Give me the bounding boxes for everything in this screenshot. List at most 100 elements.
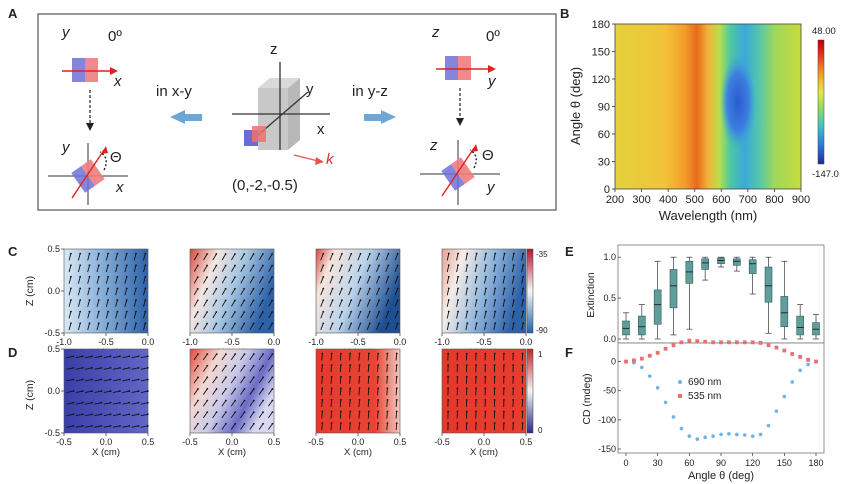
vector-arrow (75, 425, 83, 428)
x-tick-label: 30 (653, 458, 663, 468)
vector-arrow (212, 377, 217, 384)
vector-arrow-head (128, 355, 131, 358)
vector-arrow (105, 311, 109, 319)
vector-arrow-head (466, 322, 469, 325)
vector-arrow-head (330, 399, 333, 401)
vector-arrow (143, 299, 146, 307)
vector-arrow-head (109, 366, 112, 369)
vector-arrow-head (377, 410, 380, 413)
vector-arrow-head (243, 276, 246, 279)
vector-arrow-head (447, 375, 450, 378)
vector-arrow-head (395, 364, 398, 367)
vector-arrow (330, 353, 333, 361)
x-tick-label: 300 (632, 194, 650, 206)
vector-arrow (338, 323, 343, 331)
vector-arrow-head (125, 322, 128, 325)
vector-arrow-head (485, 322, 487, 325)
y-tick-label: 60 (598, 129, 610, 141)
vector-arrow-head (465, 410, 468, 413)
vector-arrow-head (72, 355, 75, 358)
vector-arrow (446, 288, 450, 296)
vector-arrow (94, 402, 102, 405)
vector-arrow-head (512, 399, 515, 401)
colorbar-d-min: 0 (538, 426, 543, 435)
point-690nm (742, 433, 747, 437)
vector-arrow (258, 423, 264, 430)
vector-arrow (511, 323, 515, 331)
vector-arrow-head (331, 264, 334, 267)
vector-arrow (377, 376, 379, 384)
vector-arrow (484, 253, 487, 261)
vector-arrow (339, 411, 342, 419)
vector-arrow (249, 400, 255, 407)
vector-arrow-head (367, 422, 370, 425)
vector-arrow-head (330, 387, 333, 390)
vector-arrow-head (144, 287, 147, 290)
vector-arrow-head (146, 413, 149, 416)
vector-arrow (502, 323, 505, 331)
vector-arrow-head (100, 366, 103, 369)
vector-arrow (75, 390, 83, 393)
vector-arrow (68, 288, 72, 296)
vector-arrow (521, 299, 524, 307)
vector-arrow (385, 253, 389, 261)
vector-arrow-head (493, 387, 496, 390)
vector-arrow-head (70, 252, 72, 255)
x-tick-label: 0.0 (142, 337, 155, 347)
vector-arrow-head (72, 413, 75, 416)
y-tick-label: -0.5 (44, 328, 60, 338)
point-690nm (806, 362, 810, 367)
point-535nm (695, 339, 700, 344)
vector-arrow-head (88, 275, 91, 278)
vector-arrow-head (262, 422, 265, 425)
vector-arrow (112, 367, 121, 370)
vector-arrow-head (456, 375, 459, 378)
vector-arrow-head (396, 252, 399, 255)
vector-arrow-head (135, 310, 137, 313)
vector-arrow (203, 265, 208, 272)
vector-arrow (321, 399, 323, 407)
vector-arrow-head (378, 322, 381, 325)
legend-marker-690 (678, 380, 682, 384)
vector-arrow (502, 265, 505, 273)
vector-arrow (385, 299, 389, 307)
vector-arrow-head (107, 252, 110, 255)
vector-arrow (358, 353, 360, 361)
vector-arrow-head (359, 276, 362, 278)
c-map-2: -1.0-0.50.0Y (cm) (182, 248, 280, 358)
vector-arrow-head (72, 424, 75, 427)
vector-arrow-head (128, 390, 131, 392)
label-in-yz: in y-z (352, 83, 388, 100)
vector-arrow-head (331, 287, 334, 290)
vector-arrow (68, 276, 72, 284)
vector-arrow-head (81, 355, 84, 358)
vector-arrow (329, 276, 334, 284)
vector-arrow (96, 299, 100, 307)
vector-arrow-head (243, 311, 246, 313)
vector-arrow-head (341, 299, 343, 302)
vector-arrow (77, 265, 81, 273)
vector-arrow-head (109, 355, 112, 358)
vector-arrow-head (72, 401, 75, 404)
vector-arrow-head (252, 264, 255, 267)
vector-arrow (357, 311, 361, 319)
vector-arrow-head (503, 299, 506, 301)
vector-arrow-head (215, 399, 218, 402)
vector-arrow-head (475, 264, 478, 267)
vector-arrow (221, 365, 227, 372)
vector-arrow (212, 353, 217, 361)
vector-arrow (143, 253, 146, 261)
vector-arrow-head (331, 252, 334, 255)
vector-arrow-head (377, 364, 380, 367)
vector-arrow-head (494, 322, 497, 325)
vector-arrow (456, 265, 459, 273)
vector-arrow-head (107, 310, 110, 313)
vector-arrow (446, 323, 450, 331)
vector-arrow (77, 323, 81, 331)
vector-arrow (230, 377, 236, 384)
vector-arrow (221, 388, 227, 395)
vector-arrow (321, 388, 323, 396)
vector-arrow (366, 311, 371, 319)
vector-arrow-head (224, 264, 227, 267)
colorbar-d (526, 348, 534, 434)
